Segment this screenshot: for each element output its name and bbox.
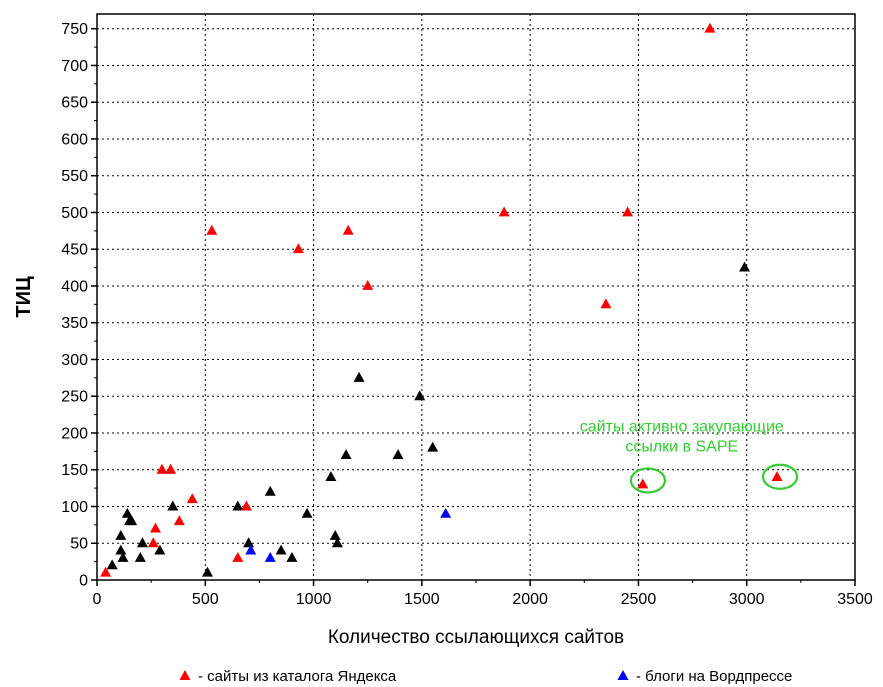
y-tick-label: 150 <box>61 462 88 479</box>
data-point <box>362 280 374 290</box>
plot-frame <box>96 13 856 581</box>
series-2 <box>245 507 452 562</box>
data-point <box>622 206 634 217</box>
data-point <box>264 485 276 496</box>
axis-ticks <box>91 27 856 586</box>
data-point <box>414 390 426 401</box>
data-point <box>121 507 133 518</box>
x-axis-label: Количество ссылающихся сайтов <box>328 627 624 648</box>
y-tick-label: 450 <box>61 242 88 259</box>
data-point <box>115 544 127 555</box>
y-tick-label: 300 <box>61 352 88 369</box>
data-point <box>240 500 252 511</box>
data-point <box>286 552 298 562</box>
data-point <box>353 371 365 382</box>
x-tick-label: 3500 <box>837 591 873 608</box>
data-point <box>117 552 129 562</box>
x-tick-label: 2000 <box>512 591 548 608</box>
tick-labels: 0 500 1000 1500 2000 2500 3000 3500 0 50 100 150 200… <box>61 21 873 608</box>
legend-item-yandex: - сайты из каталога Яндекса <box>179 668 397 685</box>
y-tick-label: 0 <box>79 573 88 590</box>
data-point <box>704 22 716 33</box>
y-tick-label: 500 <box>61 205 88 222</box>
legend: - сайты из каталога Яндекса - блоги на В… <box>179 668 792 685</box>
annotation-circle <box>629 467 667 494</box>
y-tick-label: 100 <box>61 499 88 516</box>
data-point <box>115 529 127 540</box>
y-tick-label: 50 <box>70 536 88 553</box>
data-point <box>325 471 337 482</box>
y-tick-label: 750 <box>61 21 88 38</box>
data-point <box>167 500 179 511</box>
data-point <box>292 243 304 254</box>
data-point <box>245 544 257 555</box>
data-point <box>392 449 404 459</box>
grid-lines <box>97 14 855 580</box>
data-point <box>173 515 185 526</box>
x-tick-label: 1000 <box>296 591 332 608</box>
data-point <box>232 500 244 511</box>
annotation-group: сайты активно закупающие ссылки в SAPE <box>580 419 799 494</box>
y-tick-label: 700 <box>61 58 88 75</box>
annotation-line-1: сайты активно закупающие <box>580 419 784 436</box>
x-tick-label: 500 <box>192 591 219 608</box>
data-point <box>201 566 213 577</box>
data-point <box>154 544 166 555</box>
x-tick-label: 2500 <box>621 591 657 608</box>
y-axis-label: ТИЦ <box>13 276 35 318</box>
data-point <box>329 529 341 540</box>
y-tick-label: 600 <box>61 131 88 148</box>
data-point <box>156 463 168 474</box>
y-tick-label: 250 <box>61 389 88 406</box>
data-point <box>331 537 343 548</box>
data-point <box>427 441 439 452</box>
x-tick-label: 1500 <box>404 591 440 608</box>
data-point <box>739 261 751 272</box>
data-point <box>340 449 352 459</box>
data-point <box>771 471 783 482</box>
y-tick-label: 650 <box>61 95 88 112</box>
data-point <box>149 522 161 533</box>
data-point <box>106 559 118 570</box>
data-point <box>134 552 146 562</box>
data-point <box>186 493 198 504</box>
y-tick-label: 550 <box>61 168 88 185</box>
data-point <box>342 224 354 235</box>
data-point <box>243 537 255 548</box>
x-tick-label: 3000 <box>729 591 765 608</box>
data-point <box>165 463 177 474</box>
data-point <box>147 537 159 548</box>
y-tick-label: 350 <box>61 315 88 332</box>
data-point <box>126 515 138 526</box>
data-point <box>498 206 510 217</box>
y-tick-label: 400 <box>61 278 88 295</box>
data-point <box>600 298 612 309</box>
data-point <box>206 224 218 235</box>
data-point <box>100 566 112 577</box>
legend-item-wordpress: - блоги на Вордпрессе <box>617 668 792 685</box>
x-tick-label: 0 <box>93 591 102 608</box>
series-1 <box>106 261 751 577</box>
y-tick-label: 200 <box>61 425 88 442</box>
data-point <box>440 507 452 518</box>
data-point <box>275 544 287 555</box>
legend-label-wordpress: - блоги на Вордпрессе <box>636 668 792 685</box>
series-0 <box>100 22 783 577</box>
annotation-circle <box>761 463 799 490</box>
legend-marker-blue-triangle <box>617 670 629 680</box>
legend-label-yandex: - сайты из каталога Яндекса <box>198 668 397 685</box>
data-point <box>136 537 148 548</box>
data-point <box>264 552 276 562</box>
data-point <box>232 552 244 562</box>
annotation-line-2: ссылки в SAPE <box>625 439 738 456</box>
data-points <box>100 22 783 577</box>
data-point <box>637 478 649 489</box>
legend-marker-red-triangle <box>179 670 191 680</box>
data-point <box>301 507 313 518</box>
